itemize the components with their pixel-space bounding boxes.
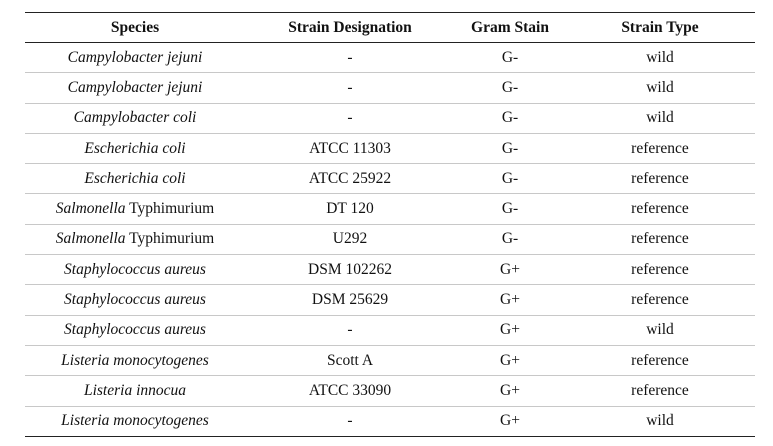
table-row: Staphylococcus aureus - G+ wild <box>25 315 755 346</box>
table-cell: G+ <box>455 406 565 437</box>
species-cell: Staphylococcus aureus <box>25 284 245 316</box>
species-italic: Salmonella <box>55 230 126 248</box>
table-cell: reference <box>565 133 755 165</box>
table-cell: G- <box>455 42 565 74</box>
species-italic: Campylobacter coli <box>73 109 197 127</box>
table-cell: wild <box>565 72 755 104</box>
species-cell: Listeria innocua <box>25 375 245 407</box>
species-cell: Escherichia coli <box>25 163 245 195</box>
table-cell: reference <box>565 193 755 225</box>
species-cell: Salmonella Typhimurium <box>25 193 245 225</box>
table-row: Staphylococcus aureus DSM 25629 G+ referenc… <box>25 284 755 316</box>
species-italic: Listeria monocytogenes <box>61 351 209 369</box>
table-row: Listeria monocytogenes - G+ wild <box>25 406 755 437</box>
species-cell: Salmonella Typhimurium <box>25 224 245 256</box>
species-italic: Campylobacter jejuni <box>67 78 203 96</box>
table-cell: ATCC 11303 <box>245 133 455 165</box>
species-cell: Campylobacter jejuni <box>25 42 245 74</box>
table-row: Campylobacter coli - G-wild <box>25 103 755 134</box>
species-roman: Typhimurium <box>129 200 215 218</box>
table-cell: reference <box>565 345 755 377</box>
column-header: Species <box>25 12 245 43</box>
table-cell: reference <box>565 284 755 316</box>
table-cell: G+ <box>455 345 565 377</box>
table-cell: reference <box>565 224 755 256</box>
table-cell: G- <box>455 103 565 134</box>
species-italic: Staphylococcus aureus <box>64 321 206 339</box>
species-italic: Staphylococcus aureus <box>64 291 206 309</box>
table-row: Listeria monocytogenes Scott A G+ reference <box>25 345 755 377</box>
column-header: Strain Designation <box>245 12 455 43</box>
species-cell: Listeria monocytogenes <box>25 406 245 437</box>
table-cell: reference <box>565 254 755 286</box>
table-cell: G- <box>455 133 565 165</box>
table-cell: reference <box>565 375 755 407</box>
table-cell: G+ <box>455 375 565 407</box>
table-cell: reference <box>565 163 755 195</box>
species-italic: Listeria monocytogenes <box>61 412 209 430</box>
table-cell: G- <box>455 72 565 104</box>
table-cell: - <box>245 406 455 437</box>
table-row: Campylobacter jejuni - G-wild <box>25 72 755 104</box>
table-cell: G- <box>455 163 565 195</box>
species-cell: Staphylococcus aureus <box>25 315 245 346</box>
table-row: Staphylococcus aureus DSM 102262 G+ referen… <box>25 254 755 286</box>
table-cell: G+ <box>455 284 565 316</box>
table-row: Salmonella Typhimurium U292 G-reference <box>25 224 755 256</box>
table-cell: DSM 25629 <box>245 284 455 316</box>
species-italic: Listeria innocua <box>83 381 187 399</box>
table-cell: DT 120 <box>245 193 455 225</box>
table-cell: - <box>245 72 455 104</box>
species-cell: Listeria monocytogenes <box>25 345 245 377</box>
species-italic: Escherichia coli <box>84 169 186 187</box>
column-header: Gram Stain <box>455 12 565 43</box>
table-cell: Scott A <box>245 345 455 377</box>
table-cell: wild <box>565 315 755 346</box>
table-cell: ATCC 33090 <box>245 375 455 407</box>
table-cell: wild <box>565 406 755 437</box>
species-italic: Campylobacter jejuni <box>67 48 203 66</box>
species-italic: Escherichia coli <box>84 139 186 157</box>
table-cell: G- <box>455 224 565 256</box>
table-cell: - <box>245 103 455 134</box>
table-cell: G- <box>455 193 565 225</box>
header-row: Species Strain Designation Gram Stain Strai… <box>25 12 755 43</box>
species-cell: Escherichia coli <box>25 133 245 165</box>
table-row: Escherichia coli ATCC 25922 G-reference <box>25 163 755 195</box>
table-cell: U292 <box>245 224 455 256</box>
table-cell: - <box>245 42 455 74</box>
species-cell: Staphylococcus aureus <box>25 254 245 286</box>
table-cell: wild <box>565 103 755 134</box>
species-cell: Campylobacter coli <box>25 103 245 134</box>
strain-table: Species Strain Designation Gram Stain Strai… <box>25 12 755 437</box>
table-row: Escherichia coli ATCC 11303 G-reference <box>25 133 755 165</box>
table-cell: DSM 102262 <box>245 254 455 286</box>
table-cell: - <box>245 315 455 346</box>
species-italic: Staphylococcus aureus <box>64 260 206 278</box>
table-cell: ATCC 25922 <box>245 163 455 195</box>
column-header: Strain Type <box>565 12 755 43</box>
table-row: Campylobacter jejuni - G-wild <box>25 42 755 74</box>
table-cell: wild <box>565 42 755 74</box>
table-row: Salmonella Typhimurium DT 120 G-reference <box>25 193 755 225</box>
species-roman: Typhimurium <box>129 230 215 248</box>
species-italic: Salmonella <box>55 200 126 218</box>
table-cell: G+ <box>455 315 565 346</box>
table-cell: G+ <box>455 254 565 286</box>
species-cell: Campylobacter jejuni <box>25 72 245 104</box>
table-row: Listeria innocua ATCC 33090 G+ reference <box>25 375 755 407</box>
